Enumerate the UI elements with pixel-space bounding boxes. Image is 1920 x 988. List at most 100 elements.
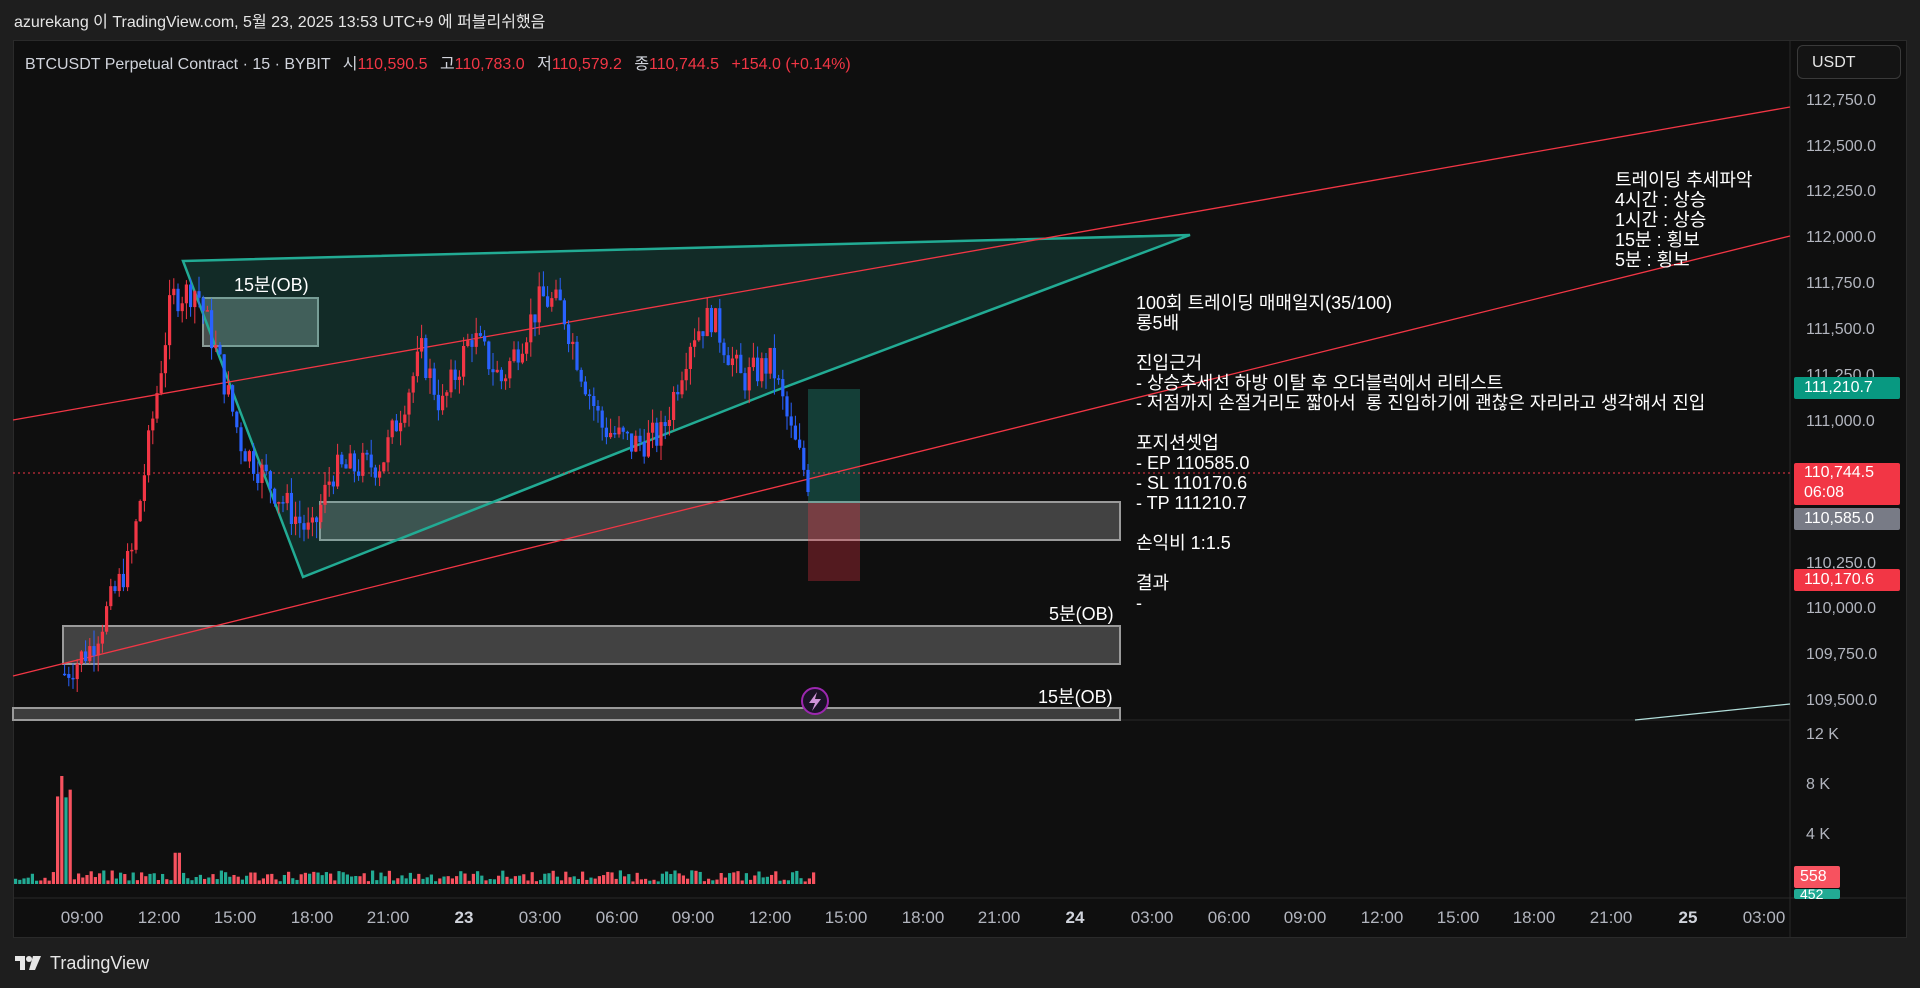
candle — [268, 471, 272, 489]
volume-bar — [690, 870, 694, 884]
candle — [701, 331, 705, 337]
candle — [495, 369, 499, 373]
leverage: 롱5배 — [1136, 313, 1180, 333]
tradingview-logo-icon[interactable] — [14, 953, 44, 973]
candle — [768, 347, 772, 374]
volume-bar — [383, 876, 387, 884]
candle — [676, 391, 680, 395]
volume-axis-12k: 12 K — [1806, 726, 1839, 743]
volume-bar — [602, 875, 606, 884]
volume-bar — [492, 879, 496, 884]
volume-bar — [18, 879, 22, 884]
candle — [567, 324, 571, 345]
candle — [231, 385, 235, 412]
volume-bar — [614, 878, 618, 884]
candle — [512, 349, 516, 362]
setup-title: 포지션셋업 — [1136, 433, 1219, 453]
volume-bar — [736, 871, 740, 884]
candle — [386, 437, 390, 463]
candle — [579, 369, 583, 382]
volume-bar — [627, 874, 631, 884]
countdown: 06:08 — [1804, 484, 1845, 501]
volume-bar — [240, 879, 244, 884]
volume-bar — [497, 875, 501, 884]
volume-bar — [480, 875, 484, 884]
ob-15m-top-box — [202, 297, 319, 347]
time-axis-label: 09:00 — [60, 908, 104, 927]
volume-bar — [203, 878, 207, 884]
candle — [558, 289, 562, 301]
volume-bar — [257, 880, 261, 884]
volume-bar — [350, 876, 354, 884]
time-axis-label: 18:00 — [1512, 908, 1556, 927]
time-axis-label: 23 — [454, 908, 474, 927]
time-axis-label: 21:00 — [977, 908, 1021, 927]
volume-bar — [245, 875, 249, 884]
candle — [260, 464, 264, 483]
volume-bar — [135, 880, 139, 884]
volume-bar — [635, 872, 639, 884]
candle — [96, 643, 100, 656]
candle — [785, 396, 789, 417]
volume-bar — [429, 874, 433, 884]
candle — [71, 677, 75, 680]
candle — [281, 502, 285, 504]
volume-bar — [341, 872, 345, 884]
candle — [621, 427, 625, 432]
candle — [247, 451, 251, 462]
volume-bar — [488, 878, 492, 884]
candle — [100, 631, 104, 644]
candle — [189, 284, 193, 308]
candle — [323, 484, 327, 505]
candle — [75, 663, 79, 680]
candle — [600, 410, 604, 428]
volume-bar — [669, 873, 673, 884]
candle — [424, 338, 428, 378]
candle — [382, 462, 386, 472]
candle — [533, 314, 537, 323]
candle — [365, 452, 369, 455]
volume-bar — [652, 879, 656, 884]
volume-bar — [593, 878, 597, 884]
time-axis-label: 18:00 — [290, 908, 334, 927]
candle — [663, 422, 667, 427]
candle — [756, 357, 760, 382]
volume-bar — [417, 873, 421, 884]
trendline-green — [1634, 703, 1791, 721]
volume-bar — [660, 873, 664, 884]
volume-bar — [387, 870, 391, 884]
time-axis-label: 25 — [1678, 908, 1698, 927]
volume-bar — [749, 879, 753, 884]
volume-bar — [291, 878, 295, 884]
volume-bar — [295, 879, 299, 884]
open-value: 110,590.5 — [357, 56, 428, 73]
volume-bar — [266, 874, 270, 884]
risk-reward: 손익비 1:1.5 — [1136, 533, 1231, 553]
chart-frame[interactable] — [13, 40, 1907, 938]
volume-bar — [572, 876, 576, 884]
volume-bar — [278, 881, 282, 884]
candle — [793, 425, 797, 440]
volume-bar — [144, 876, 148, 884]
candle — [121, 573, 125, 588]
candle — [113, 586, 117, 592]
volume-bar — [228, 876, 232, 884]
candle — [634, 435, 638, 452]
symbol-title[interactable]: BTCUSDT Perpetual Contract · 15 · BYBIT — [25, 56, 331, 73]
last-price-tag: 110,744.5 06:08 — [1794, 463, 1900, 505]
price-axis-label: 109,500.0 — [1806, 692, 1878, 709]
candle — [319, 504, 323, 523]
volume-bar — [320, 875, 324, 884]
footer-brand[interactable]: TradingView — [50, 952, 150, 973]
volume-bar — [434, 881, 438, 884]
candle — [651, 422, 655, 433]
volume-bar — [723, 877, 727, 884]
ep-price-tag: 110,585.0 — [1794, 508, 1900, 530]
candle — [134, 521, 138, 550]
candle — [457, 376, 461, 380]
currency-button[interactable]: USDT — [1797, 45, 1901, 79]
candle — [420, 338, 424, 352]
volume-bar — [77, 873, 81, 884]
volume-bar — [64, 797, 68, 884]
